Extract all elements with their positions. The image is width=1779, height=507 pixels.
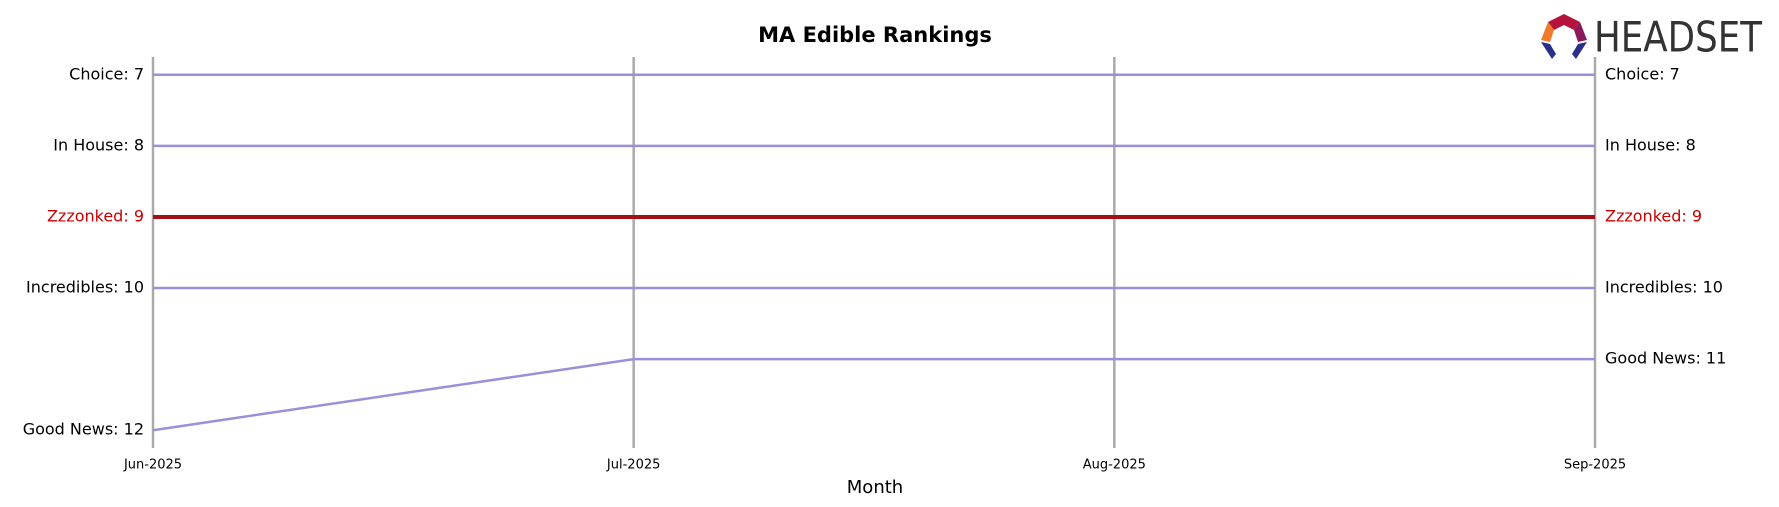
logo-text: HEADSET: [1594, 13, 1762, 62]
x-tick-label: Sep-2025: [1564, 458, 1626, 473]
end-label: Incredibles: 10: [1605, 278, 1723, 297]
start-label: Zzzonked: 9: [47, 206, 144, 225]
logo-mark: [1548, 14, 1580, 30]
x-tick-label: Jul-2025: [606, 458, 660, 473]
start-label: Good News: 12: [23, 420, 144, 439]
logo-mark: [1541, 42, 1556, 59]
end-label: In House: 8: [1605, 135, 1696, 154]
logo-mark: [1574, 22, 1587, 42]
start-label: Incredibles: 10: [26, 278, 144, 297]
start-label: Choice: 7: [69, 64, 144, 83]
x-axis-label: Month: [847, 477, 903, 498]
series-line: [152, 357, 1595, 432]
x-tick-label: Jun-2025: [123, 458, 182, 473]
chart-title: MA Edible Rankings: [758, 23, 992, 47]
end-label: Zzzonked: 9: [1605, 206, 1702, 225]
logo-mark: [1541, 22, 1554, 42]
end-label: Choice: 7: [1605, 64, 1680, 83]
start-label: In House: 8: [53, 135, 144, 154]
x-tick-label: Aug-2025: [1083, 458, 1146, 473]
logo-mark: [1572, 42, 1587, 59]
end-label: Good News: 11: [1605, 349, 1726, 368]
logo: HEADSET: [1541, 13, 1762, 62]
